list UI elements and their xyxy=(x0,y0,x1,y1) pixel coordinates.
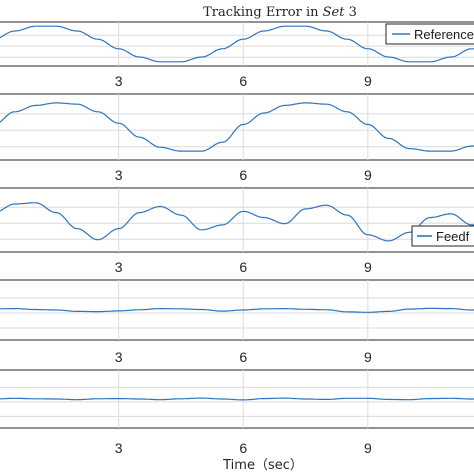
x-tick-label: 3 xyxy=(115,167,123,183)
chart-title-prefix: Tracking Error in xyxy=(203,5,323,20)
x-tick-label: 3 xyxy=(115,259,123,275)
subplot-2: 3 6 9 xyxy=(0,93,474,183)
chart-title: Tracking Error in Set 3 xyxy=(203,5,357,20)
x-tick-label: 3 xyxy=(115,73,123,89)
subplot-1: 3 6 9 Reference xyxy=(0,21,474,89)
subplot-5: 3 6 9 xyxy=(0,369,474,456)
x-tick-label: 9 xyxy=(364,73,372,89)
legend-box xyxy=(385,23,474,45)
legend: Reference xyxy=(385,23,474,45)
series-line-1 xyxy=(0,102,474,152)
axes-frame xyxy=(0,187,474,253)
subplot-3: 3 6 9 Feedf xyxy=(0,187,474,275)
x-tick-label: 6 xyxy=(239,167,247,183)
x-tick-label: 6 xyxy=(239,73,247,89)
series-line-1 xyxy=(0,202,474,242)
x-tick-label: 3 xyxy=(115,349,123,365)
series-line-1 xyxy=(0,25,474,63)
subplot-4: 3 6 9 xyxy=(0,279,474,365)
x-tick-label: 6 xyxy=(239,349,247,365)
subplot-stack: 3 6 9 Reference 3 6 9 3 6 9 Feedf 3 6 9 3 6 9 xyxy=(0,21,474,456)
legend-label: Feedf xyxy=(436,229,470,244)
x-tick-label: 9 xyxy=(364,259,372,275)
x-tick-label: 9 xyxy=(364,349,372,365)
axes-frame xyxy=(0,93,474,161)
x-axis-label: Time（sec） xyxy=(222,458,303,473)
x-tick-label: 6 xyxy=(239,440,247,456)
series-line-1 xyxy=(0,307,474,313)
x-tick-label: 9 xyxy=(364,167,372,183)
chart-title-suffix: 3 xyxy=(344,5,356,20)
x-tick-label: 6 xyxy=(239,259,247,275)
chart-title-set: Set xyxy=(323,5,346,20)
x-tick-label: 9 xyxy=(364,440,372,456)
series-line-1 xyxy=(0,397,474,401)
x-tick-label: 3 xyxy=(115,440,123,456)
legend: Feedf xyxy=(411,225,474,247)
legend-box xyxy=(411,225,474,247)
legend-label: Reference xyxy=(414,27,474,42)
